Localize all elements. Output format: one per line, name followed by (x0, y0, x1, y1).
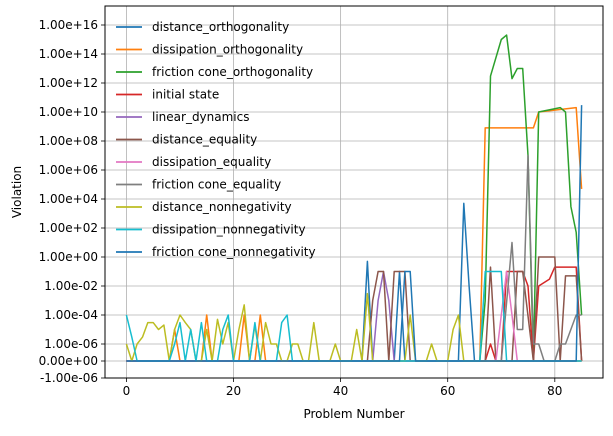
x-tick-label: 20 (226, 384, 241, 398)
y-tick-label: 1.00e+16 (39, 18, 98, 32)
y-tick-label: 1.00e-06 (44, 337, 98, 351)
x-tick-label: 80 (547, 384, 562, 398)
series-line-2 (126, 34, 583, 362)
legend-entry: dissipation_equality (152, 155, 271, 169)
y-tick-label: 1.00e+14 (39, 47, 98, 61)
legend-entry: distance_orthogonality (152, 20, 289, 34)
legend-entry: dissipation_nonnegativity (152, 223, 306, 237)
y-tick-label: 1.00e-02 (44, 279, 98, 293)
series-line-10 (126, 105, 583, 362)
series-line-7 (126, 154, 582, 362)
series-line-8 (125, 292, 582, 362)
legend-entry: distance_equality (152, 133, 257, 147)
y-tick-label: 1.00e+00 (39, 250, 98, 264)
y-tick-label: 1.00e+10 (39, 105, 98, 119)
legend-entry: linear_dynamics (152, 110, 250, 124)
legend-entry: friction cone_equality (152, 178, 281, 192)
x-axis-label: Problem Number (303, 407, 404, 421)
y-tick-label: 1.00e-04 (44, 308, 98, 322)
y-tick-label: 1.00e+04 (39, 192, 98, 206)
y-tick-label: 1.00e+02 (39, 221, 98, 235)
x-tick-label: 60 (440, 384, 455, 398)
series-line-3 (126, 266, 583, 362)
legend-entry: initial state (152, 88, 219, 102)
y-tick-label: 1.00e+12 (39, 76, 98, 90)
series-line-5 (126, 256, 583, 362)
x-tick-label: 0 (123, 384, 131, 398)
y-tick-label: -1.00e-06 (40, 371, 98, 385)
legend: distance_orthogonality dissipation_orthog… (116, 20, 316, 259)
x-tick-label: 40 (333, 384, 348, 398)
y-tick-label: 1.00e+06 (39, 163, 98, 177)
y-tick-label: 1.00e+08 (39, 134, 98, 148)
y-axis-label: Violation (10, 166, 24, 218)
legend-entry: friction cone_orthogonality (152, 65, 313, 79)
legend-entry: distance_nonnegativity (152, 200, 292, 214)
legend-entry: friction cone_nonnegativity (152, 245, 316, 259)
y-axis-ticks: -1.00e-06 0.00e+00 1.00e-06 1.00e-04 1.00e-0… (39, 18, 105, 385)
plot-frame (104, 5, 604, 379)
series-lines (125, 34, 583, 362)
x-axis-ticks: 0 20 40 60 80 (123, 378, 562, 398)
legend-entry: dissipation_orthogonality (152, 43, 303, 57)
y-tick-label: 0.00e+00 (39, 354, 98, 368)
